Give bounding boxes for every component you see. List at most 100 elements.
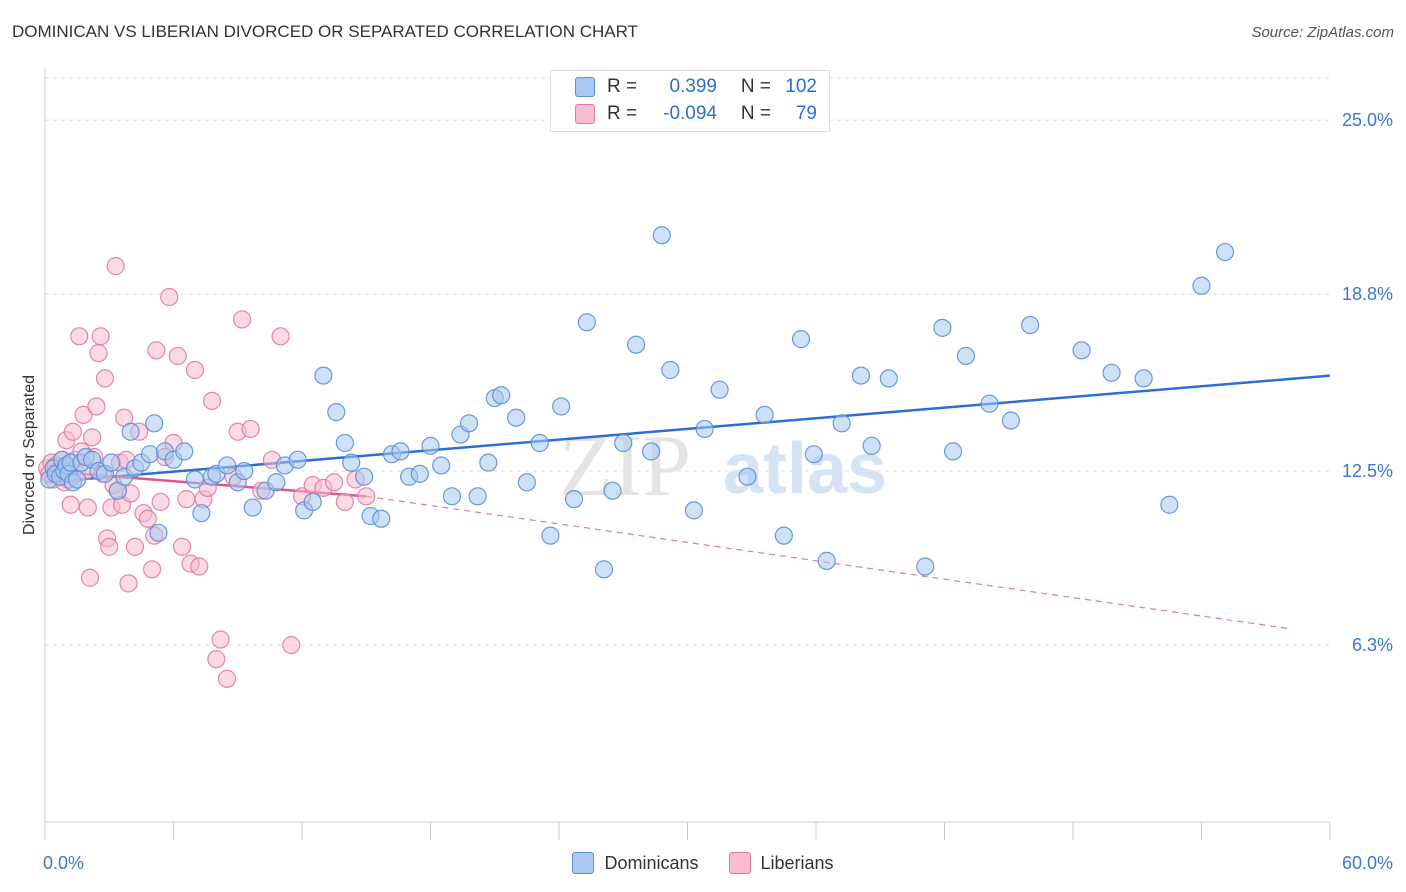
dominicans-point [192, 504, 211, 523]
dominicans-point [391, 442, 410, 461]
dominicans-point [342, 453, 361, 472]
legend-r-label: R = [607, 103, 638, 124]
liberians-point [100, 537, 119, 556]
liberians-point [151, 492, 170, 512]
dominicans-point [943, 442, 963, 461]
dominicans-point [102, 453, 121, 472]
liberians-point [125, 537, 145, 556]
dominicans-point [185, 470, 205, 489]
liberians-point [142, 560, 162, 579]
dominicans-point [862, 436, 881, 455]
dominicans-point [314, 366, 333, 385]
liberians-point [95, 369, 115, 388]
dominicans-point [614, 433, 633, 453]
liberians-point [78, 498, 97, 517]
axes [44, 68, 1331, 840]
dominicans-point [851, 366, 871, 385]
legend-n-value: 79 [795, 103, 817, 124]
dominicans-point [372, 509, 391, 528]
tick-labels: 6.3% 12.5% 18.8% 25.0% 0.0% 60.0% [43, 110, 1393, 873]
liberians-point [325, 473, 344, 492]
dominicans-point [1134, 369, 1153, 388]
data-points [38, 226, 1235, 688]
liberians-swatch [575, 104, 595, 124]
liberians-point [177, 490, 196, 509]
legend-label-dominicans: Dominicans [604, 852, 699, 873]
dominicans-point [468, 487, 487, 506]
dominicans-point [1072, 341, 1091, 360]
liberians-point [172, 537, 192, 556]
dominicans-point [933, 318, 952, 337]
dominicans-point [145, 414, 164, 433]
dominicans-point [817, 551, 836, 570]
liberians-point [211, 630, 230, 649]
dominicans-point [479, 453, 498, 472]
dominicans-point [217, 456, 237, 475]
y-tick-label: 6.3% [1352, 635, 1393, 655]
dominicans-point [956, 346, 976, 366]
dominicans-point [243, 498, 262, 517]
dominicans-point [442, 487, 462, 506]
dominicans-point [710, 380, 729, 399]
source-credit: Source: ZipAtlas.com [1251, 24, 1394, 41]
dominicans-point [916, 557, 935, 576]
dominicans-point [121, 422, 140, 441]
legend-r-value: -0.094 [663, 103, 717, 124]
liberians-point [207, 650, 226, 669]
dominicans-point [552, 397, 571, 416]
liberians-point [202, 391, 222, 410]
x-tick-label: 0.0% [43, 853, 84, 873]
dominicans-point [1192, 276, 1211, 295]
dominicans-point [1021, 315, 1040, 335]
dominicans-point [652, 226, 671, 245]
dominicans-point [235, 461, 254, 481]
liberians-point [106, 257, 125, 276]
dominicans-point [421, 436, 440, 455]
dominicans-point [626, 335, 646, 354]
dominicans-point [517, 473, 536, 492]
dominicans-point [410, 464, 429, 483]
dominicans-point [1160, 495, 1179, 514]
dominicans-point [355, 467, 374, 486]
liberians-point [119, 574, 138, 593]
liberians-point [83, 428, 102, 447]
legend-row-dominicans: R = 0.399 N = 102 [575, 75, 817, 99]
dominicans-point [980, 394, 999, 413]
liberians-point [168, 346, 187, 366]
legend-n-label: N = [740, 76, 771, 97]
legend-item-liberians[interactable]: Liberians [728, 852, 834, 874]
dominicans-point [140, 445, 160, 464]
dominicans-point [641, 442, 661, 461]
liberians-point [70, 327, 89, 346]
legend-row-liberians: R = -0.094 N = 79 [575, 102, 817, 126]
dominicans-point [492, 386, 511, 405]
liberians-point [138, 509, 157, 528]
dominicans-legend-swatch [572, 852, 595, 874]
dominicans-point [175, 442, 194, 461]
liberians-point [217, 669, 237, 688]
dominicans-swatch [575, 77, 595, 97]
y-tick-label: 25.0% [1342, 110, 1393, 130]
y-tick-label: 12.5% [1342, 461, 1393, 481]
dominicans-point [695, 419, 714, 439]
liberians-point [61, 495, 80, 514]
grid-lines [45, 77, 1330, 646]
legend-n-value: 102 [785, 76, 817, 97]
legend-item-dominicans[interactable]: Dominicans [572, 852, 699, 874]
liberians-legend-swatch [728, 852, 751, 874]
dominicans-point [459, 414, 479, 433]
dominicans-point [804, 445, 823, 464]
dominicans-point [774, 526, 793, 545]
dominicans-trend-line [44, 374, 1331, 484]
dominicans-point [1215, 242, 1235, 262]
liberians-point [89, 344, 108, 363]
dominicans-point [791, 330, 811, 349]
dominicans-point [1001, 411, 1020, 430]
liberians-point [282, 636, 301, 655]
dominicans-point [335, 433, 354, 453]
chart-title: DOMINICAN VS LIBERIAN DIVORCED OR SEPARA… [12, 22, 638, 41]
dominicans-point [577, 313, 596, 332]
legend-r-value: 0.399 [669, 76, 717, 97]
liberians-point [74, 405, 93, 425]
